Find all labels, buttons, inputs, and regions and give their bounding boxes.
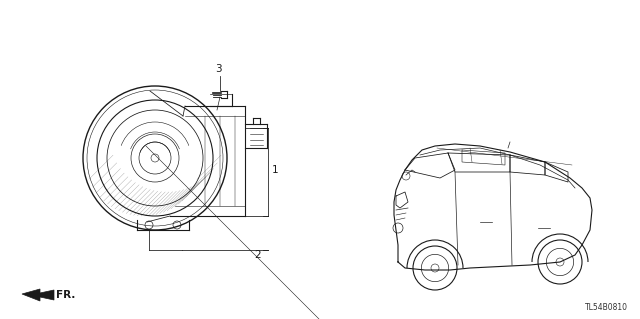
Text: 3: 3 [214, 64, 221, 74]
Text: 2: 2 [255, 250, 261, 260]
Text: TL54B0810: TL54B0810 [585, 303, 628, 312]
Text: FR.: FR. [56, 290, 76, 300]
Text: 1: 1 [272, 165, 278, 175]
Polygon shape [22, 289, 54, 301]
